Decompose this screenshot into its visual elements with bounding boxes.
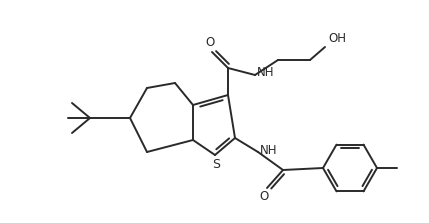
Text: OH: OH xyxy=(328,31,346,45)
Text: O: O xyxy=(260,190,269,204)
Text: NH: NH xyxy=(257,66,275,80)
Text: S: S xyxy=(212,159,220,171)
Text: NH: NH xyxy=(260,143,278,157)
Text: O: O xyxy=(205,37,214,50)
